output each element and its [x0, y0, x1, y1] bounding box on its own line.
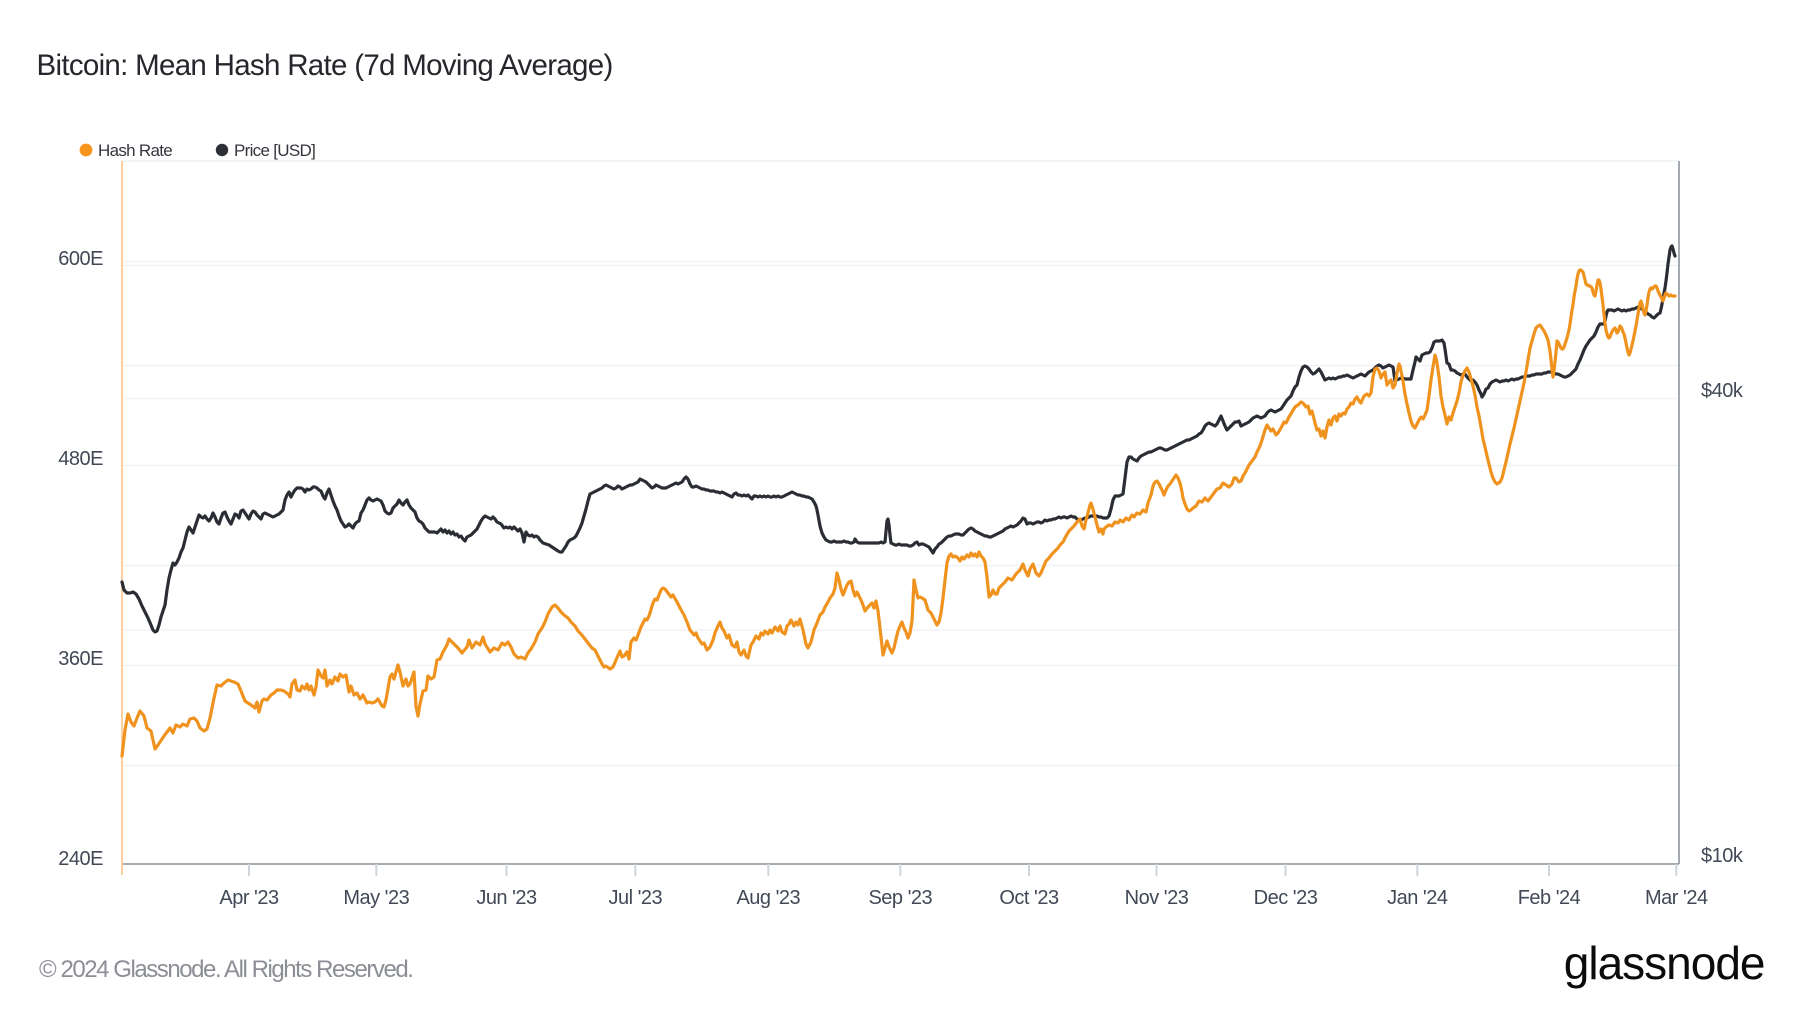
- svg-text:© 2024 Glassnode. All Rights R: © 2024 Glassnode. All Rights Reserved.: [39, 956, 412, 983]
- svg-text:May '23: May '23: [343, 887, 409, 909]
- svg-text:Nov '23: Nov '23: [1125, 887, 1189, 909]
- svg-text:Bitcoin: Mean Hash Rate (7d Mo: Bitcoin: Mean Hash Rate (7d Moving Avera…: [37, 49, 613, 82]
- svg-text:Price [USD]: Price [USD]: [234, 141, 315, 160]
- svg-text:Jan '24: Jan '24: [1387, 887, 1448, 909]
- svg-text:240E: 240E: [58, 848, 103, 870]
- svg-text:$40k: $40k: [1701, 380, 1744, 402]
- svg-text:Jun '23: Jun '23: [476, 887, 537, 909]
- svg-text:360E: 360E: [58, 648, 103, 670]
- svg-text:Feb '24: Feb '24: [1518, 887, 1581, 909]
- svg-text:600E: 600E: [58, 248, 103, 270]
- svg-text:Oct '23: Oct '23: [999, 887, 1059, 909]
- svg-text:Hash Rate: Hash Rate: [98, 141, 172, 160]
- svg-text:480E: 480E: [58, 448, 103, 470]
- svg-text:Mar '24: Mar '24: [1645, 887, 1708, 909]
- svg-text:Apr '23: Apr '23: [219, 887, 279, 909]
- svg-text:Dec '23: Dec '23: [1254, 887, 1318, 909]
- svg-text:Aug '23: Aug '23: [736, 887, 800, 909]
- svg-text:Jul '23: Jul '23: [608, 887, 662, 909]
- svg-text:glassnode: glassnode: [1564, 937, 1765, 989]
- svg-text:Sep '23: Sep '23: [868, 887, 932, 909]
- svg-text:$10k: $10k: [1701, 845, 1744, 867]
